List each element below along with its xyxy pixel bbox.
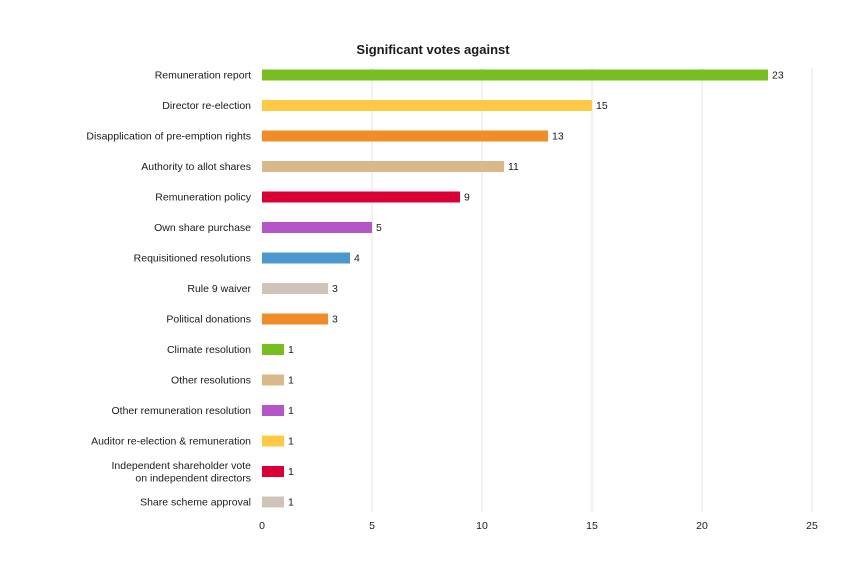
- category-label: Remuneration report: [155, 70, 251, 82]
- x-tick-label: 10: [476, 520, 488, 532]
- value-label: 1: [288, 344, 294, 356]
- category-label: Other resolutions: [171, 375, 251, 387]
- bar: [262, 405, 284, 416]
- category-label: Share scheme approval: [140, 497, 251, 509]
- value-label: 3: [332, 314, 338, 326]
- bar: [262, 130, 548, 142]
- bar: [262, 283, 328, 294]
- bar: [262, 344, 284, 355]
- x-tick-label: 0: [259, 520, 265, 532]
- bar: [262, 435, 284, 447]
- x-axis-ticks: 0 5 10 15 20 25: [259, 520, 818, 532]
- value-label: 23: [772, 70, 784, 82]
- bar: [262, 161, 504, 172]
- value-label: 1: [288, 436, 294, 448]
- value-label: 13: [552, 131, 564, 143]
- x-tick-label: 20: [696, 520, 708, 532]
- value-label: 9: [464, 192, 470, 204]
- value-label: 11: [508, 161, 519, 173]
- gridlines: [371, 68, 813, 512]
- bar: [262, 252, 350, 264]
- category-label: Remuneration policy: [155, 192, 251, 204]
- bar: [262, 222, 372, 233]
- value-label: 1: [288, 405, 294, 417]
- bar: [262, 191, 460, 203]
- category-label: Independent shareholder vote on independe…: [111, 460, 251, 485]
- value-label: 4: [354, 253, 360, 265]
- value-label: 15: [596, 100, 608, 112]
- value-label: 1: [288, 497, 294, 509]
- category-label-line: on independent directors: [135, 472, 251, 484]
- bar: [262, 374, 284, 386]
- category-label-line: Independent shareholder vote: [111, 460, 251, 472]
- value-label: 1: [288, 466, 294, 478]
- x-tick-label: 25: [806, 520, 818, 532]
- value-label: 5: [376, 222, 382, 234]
- value-label: 1: [288, 375, 294, 387]
- category-label: Climate resolution: [167, 344, 251, 356]
- chart-title: Significant votes against: [356, 42, 510, 57]
- bar: [262, 313, 328, 325]
- category-label: Authority to allot shares: [141, 161, 251, 173]
- bars: [262, 69, 768, 508]
- category-label: Own share purchase: [154, 222, 251, 234]
- x-tick-label: 15: [586, 520, 598, 532]
- category-label: Political donations: [166, 314, 251, 326]
- category-label: Disapplication of pre-emption rights: [86, 131, 251, 143]
- category-label: Requisitioned resolutions: [134, 253, 251, 265]
- bar: [262, 100, 592, 111]
- bar: [262, 496, 284, 508]
- bar: [262, 466, 284, 477]
- category-label: Auditor re-election & remuneration: [91, 436, 251, 448]
- category-label: Rule 9 waiver: [187, 283, 251, 295]
- value-label: 3: [332, 283, 338, 295]
- bar: [262, 69, 768, 81]
- x-tick-label: 5: [369, 520, 375, 532]
- category-label: Director re-election: [162, 100, 251, 112]
- category-label: Other remuneration resolution: [112, 405, 252, 417]
- category-labels: Remuneration report Director re-election D…: [86, 70, 251, 509]
